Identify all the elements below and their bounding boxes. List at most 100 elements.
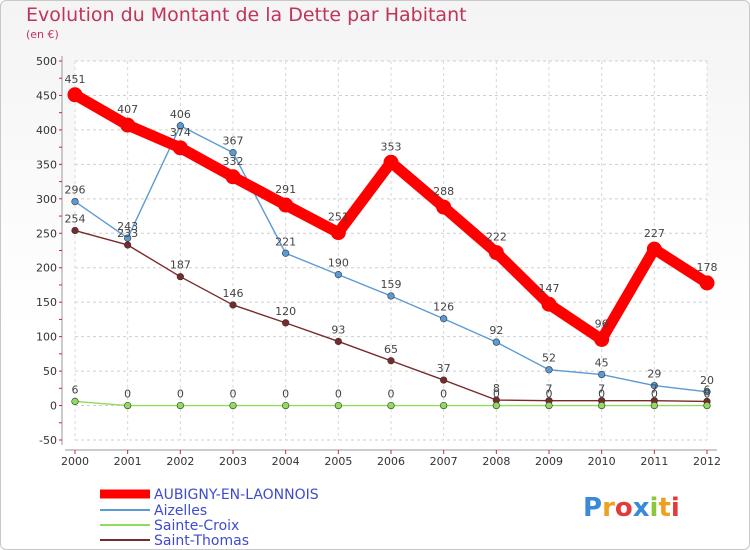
data-label: 146 bbox=[223, 287, 244, 300]
data-label: 0 bbox=[388, 388, 395, 401]
data-point bbox=[387, 292, 395, 300]
data-point bbox=[440, 401, 448, 410]
legend-label: Sainte-Croix bbox=[154, 518, 239, 534]
x-tick-label: 2011 bbox=[640, 455, 668, 468]
data-point bbox=[330, 225, 346, 241]
data-label: 367 bbox=[223, 135, 244, 148]
data-label: 20 bbox=[700, 374, 714, 387]
x-tick-label: 2006 bbox=[377, 455, 405, 468]
data-label: 0 bbox=[440, 388, 447, 401]
chart-title: Evolution du Montant de la Dette par Hab… bbox=[26, 4, 467, 26]
data-label: 0 bbox=[282, 388, 289, 401]
data-label: 7 bbox=[598, 383, 605, 396]
series-layer: 296 243 406 367 221 190 159 126 92 52 45 29 20 254 233… bbox=[65, 73, 718, 410]
data-label: 178 bbox=[697, 261, 718, 274]
data-point bbox=[176, 122, 184, 130]
data-point bbox=[703, 388, 711, 396]
data-label: 37 bbox=[437, 362, 451, 375]
data-label: 92 bbox=[489, 324, 503, 337]
data-point bbox=[387, 357, 395, 365]
data-point bbox=[488, 245, 504, 261]
series-aizelles bbox=[71, 122, 711, 396]
data-label: 353 bbox=[381, 140, 402, 153]
data-point bbox=[440, 315, 448, 323]
data-point bbox=[172, 140, 188, 156]
data-label: 187 bbox=[170, 259, 191, 272]
data-point bbox=[229, 401, 237, 410]
series-aubigny-en-laonnois bbox=[67, 87, 715, 347]
data-label: 120 bbox=[275, 305, 296, 318]
data-label: 406 bbox=[170, 108, 191, 121]
data-point bbox=[176, 273, 184, 281]
data-point bbox=[225, 169, 241, 185]
y-tick-label: 250 bbox=[36, 227, 57, 240]
data-point bbox=[282, 401, 290, 410]
data-label: 8 bbox=[493, 382, 500, 395]
data-point bbox=[646, 241, 662, 257]
data-point bbox=[383, 154, 399, 170]
data-point bbox=[650, 381, 658, 390]
series-sainte-croix bbox=[71, 397, 711, 410]
y-tick-label: 350 bbox=[36, 158, 57, 171]
x-tick-label: 2010 bbox=[588, 455, 616, 468]
data-label: 7 bbox=[546, 383, 553, 396]
data-label: 0 bbox=[124, 388, 131, 401]
data-point bbox=[229, 301, 237, 309]
data-label: 52 bbox=[542, 352, 556, 365]
data-label: 222 bbox=[486, 231, 507, 244]
data-point bbox=[541, 296, 557, 312]
x-tick-label: 2007 bbox=[430, 455, 458, 468]
data-point bbox=[120, 117, 136, 133]
data-label: 296 bbox=[65, 184, 86, 197]
data-point bbox=[545, 401, 553, 410]
y-tick-label: 150 bbox=[36, 296, 57, 309]
data-point bbox=[598, 401, 606, 410]
data-point bbox=[71, 197, 79, 206]
legend-label: Aizelles bbox=[154, 503, 207, 519]
data-label: 45 bbox=[595, 357, 609, 370]
data-label: 0 bbox=[230, 388, 237, 401]
data-point bbox=[124, 241, 132, 249]
data-label: 0 bbox=[704, 388, 711, 401]
y-tick-label: 500 bbox=[36, 55, 57, 68]
data-point bbox=[436, 199, 452, 215]
data-point bbox=[124, 401, 132, 410]
data-label: 227 bbox=[644, 227, 665, 240]
data-label: 254 bbox=[65, 213, 86, 226]
data-label: 6 bbox=[704, 383, 711, 396]
legend: AUBIGNY-EN-LAONNOISAizellesSainte-CroixS… bbox=[100, 487, 319, 549]
data-point bbox=[229, 149, 237, 157]
data-point bbox=[71, 226, 79, 235]
data-point bbox=[598, 370, 606, 379]
data-label: 6 bbox=[72, 383, 79, 396]
data-point bbox=[387, 401, 395, 410]
x-tick-label: 2003 bbox=[219, 455, 247, 468]
y-tick-label: 200 bbox=[36, 262, 57, 275]
x-tick-label: 2005 bbox=[324, 455, 352, 468]
data-label: 126 bbox=[433, 301, 454, 314]
data-point bbox=[492, 401, 500, 410]
data-label: 0 bbox=[177, 388, 184, 401]
y-axis: -50 0 50 100 150 200 250 300 350 400 450 500 bbox=[36, 55, 63, 447]
x-tick-label: 2004 bbox=[272, 455, 300, 468]
data-label: 251 bbox=[328, 211, 349, 224]
data-label: 332 bbox=[223, 155, 244, 168]
data-label: 147 bbox=[539, 282, 560, 295]
data-label: 0 bbox=[546, 388, 553, 401]
x-tick-label: 2009 bbox=[535, 455, 563, 468]
data-point bbox=[71, 397, 79, 406]
data-point bbox=[176, 401, 184, 410]
data-label: 291 bbox=[275, 183, 296, 196]
x-tick-label: 2000 bbox=[61, 455, 89, 468]
data-point bbox=[334, 337, 342, 346]
data-point bbox=[492, 338, 500, 346]
data-label: 374 bbox=[170, 126, 191, 139]
y-tick-label: 0 bbox=[50, 400, 57, 413]
data-label: 0 bbox=[493, 388, 500, 401]
y-tick-label: 100 bbox=[36, 331, 57, 344]
data-point bbox=[282, 249, 290, 257]
data-label: 190 bbox=[328, 257, 349, 270]
data-point bbox=[545, 366, 553, 374]
data-label: 7 bbox=[651, 383, 658, 396]
proxiti-logo: Proxiti bbox=[583, 493, 680, 523]
